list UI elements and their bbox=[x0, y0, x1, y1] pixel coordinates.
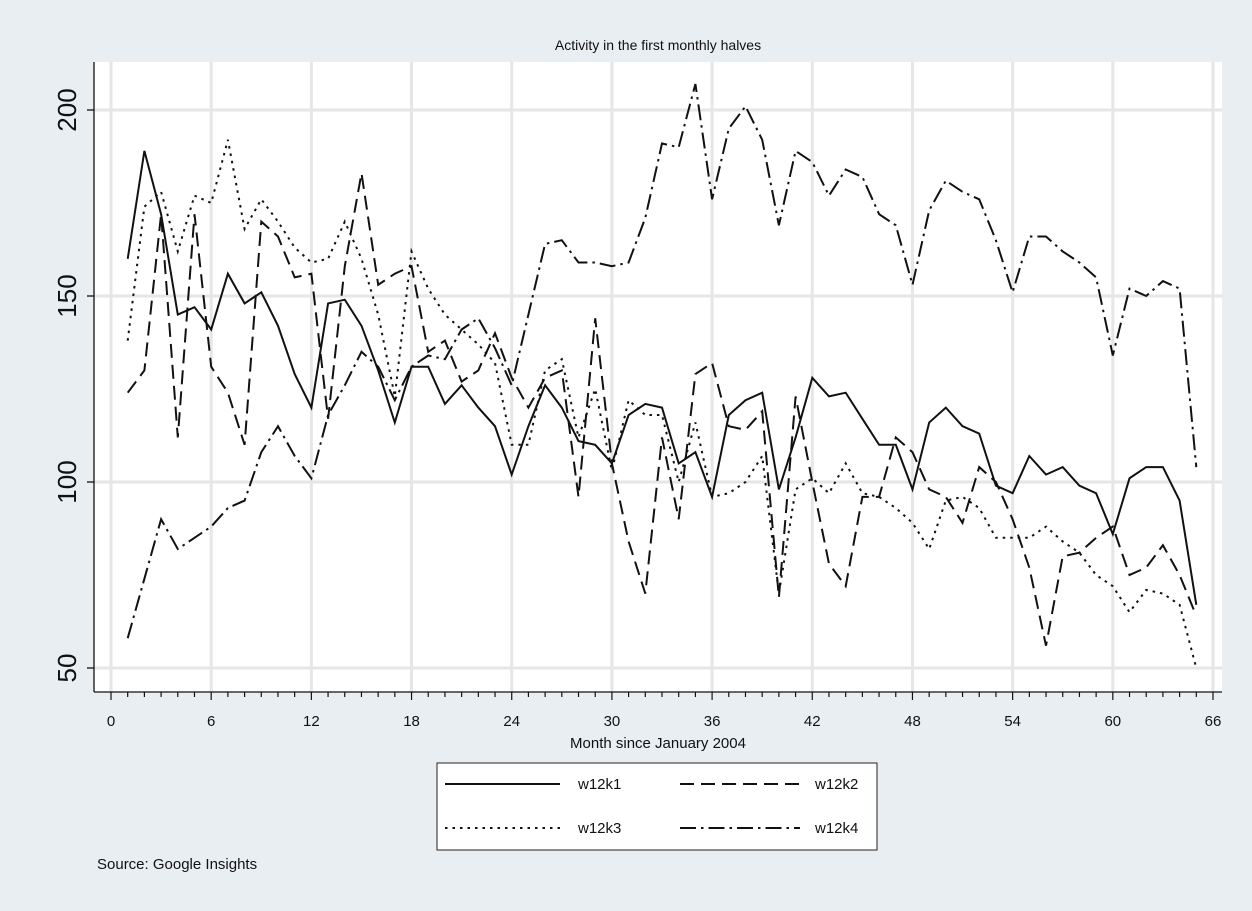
y-tick-label: 100 bbox=[52, 460, 82, 503]
x-tick-label: 66 bbox=[1205, 713, 1222, 730]
source-note: Source: Google Insights bbox=[97, 856, 257, 873]
chart-title: Activity in the first monthly halves bbox=[555, 37, 761, 53]
x-tick-label: 24 bbox=[503, 713, 520, 730]
legend-label-w12k3: w12k3 bbox=[577, 820, 621, 837]
legend: w12k1 w12k2 w12k3 w12k4 bbox=[436, 762, 878, 851]
x-tick-label: 30 bbox=[604, 713, 621, 730]
legend-box bbox=[436, 762, 878, 851]
x-tick-label: 18 bbox=[403, 713, 420, 730]
series-lines bbox=[126, 83, 1198, 669]
y-tick-label: 200 bbox=[52, 88, 82, 131]
legend-label-w12k1: w12k1 bbox=[577, 776, 621, 793]
x-tick-label: 0 bbox=[107, 713, 115, 730]
x-tick-label: 60 bbox=[1104, 713, 1121, 730]
series-line-w12k2 bbox=[126, 173, 1198, 646]
x-tick-label: 12 bbox=[303, 713, 320, 730]
series-line-w12k4 bbox=[126, 83, 1198, 639]
y-tick-label: 150 bbox=[52, 274, 82, 317]
y-tick-label: 50 bbox=[52, 654, 82, 683]
x-tick-label: 42 bbox=[804, 713, 821, 730]
x-tick-label: 48 bbox=[904, 713, 921, 730]
legend-items: w12k1 w12k2 w12k3 w12k4 bbox=[445, 776, 858, 837]
series-line-w12k3 bbox=[126, 139, 1198, 669]
plot-area bbox=[94, 62, 1222, 692]
x-tick-label: 54 bbox=[1004, 713, 1021, 730]
x-tick-label: 36 bbox=[704, 713, 721, 730]
x-tick-label: 6 bbox=[207, 713, 215, 730]
legend-label-w12k4: w12k4 bbox=[814, 820, 858, 837]
legend-label-w12k2: w12k2 bbox=[814, 776, 858, 793]
axes: 50 100 150 200 0 6 12 18 24 30 36 42 48 54 60 66 bbox=[52, 62, 1222, 730]
x-axis-label: Month since January 2004 bbox=[570, 735, 746, 752]
series-line-w12k1 bbox=[126, 150, 1198, 605]
